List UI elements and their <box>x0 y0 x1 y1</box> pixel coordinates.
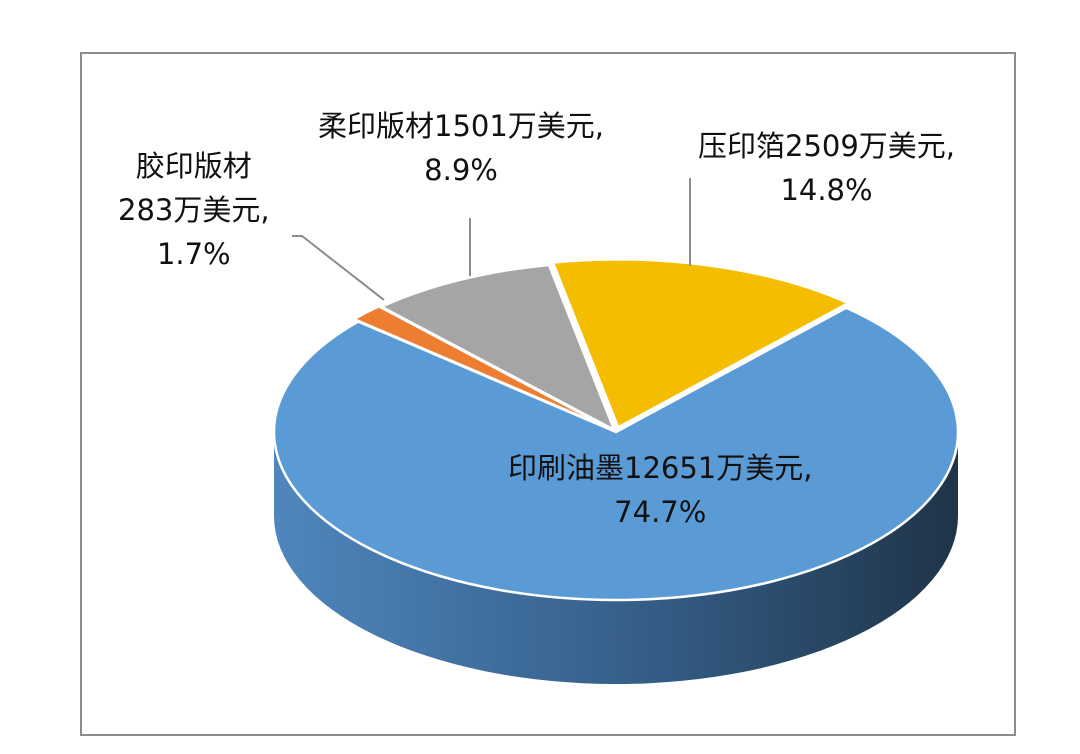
leader-line-jiaoyin <box>292 235 385 301</box>
label-line: 8.9% <box>424 153 498 187</box>
data-label-jiaoyin: 胶印版材 283万美元, 1.7% <box>118 144 270 276</box>
label-line: 283万美元, <box>118 193 270 227</box>
label-line: 压印箔2509万美元, <box>698 129 956 163</box>
data-label-yinya: 压印箔2509万美元, 14.8% <box>698 124 955 212</box>
label-line: 柔印版材1501万美元, <box>318 109 605 143</box>
data-label-rouyin: 柔印版材1501万美元, 8.9% <box>318 104 604 192</box>
pie-slice-压印箔 <box>551 258 852 430</box>
pie-slice-柔印版材 <box>378 263 617 433</box>
pie-slice-印刷油墨 <box>272 306 960 602</box>
chart-frame <box>80 52 1016 736</box>
label-line: 印刷油墨12651万美元, <box>508 451 813 485</box>
label-line: 14.8% <box>780 173 873 207</box>
pie-side-yinshua <box>274 432 958 684</box>
label-line: 74.7% <box>614 495 707 529</box>
pie-slice-胶印版材 <box>351 305 613 431</box>
label-line: 胶印版材 <box>135 149 252 183</box>
label-line: 1.7% <box>156 237 231 271</box>
data-label-yinshua: 印刷油墨12651万美元, 74.7% <box>508 446 812 534</box>
